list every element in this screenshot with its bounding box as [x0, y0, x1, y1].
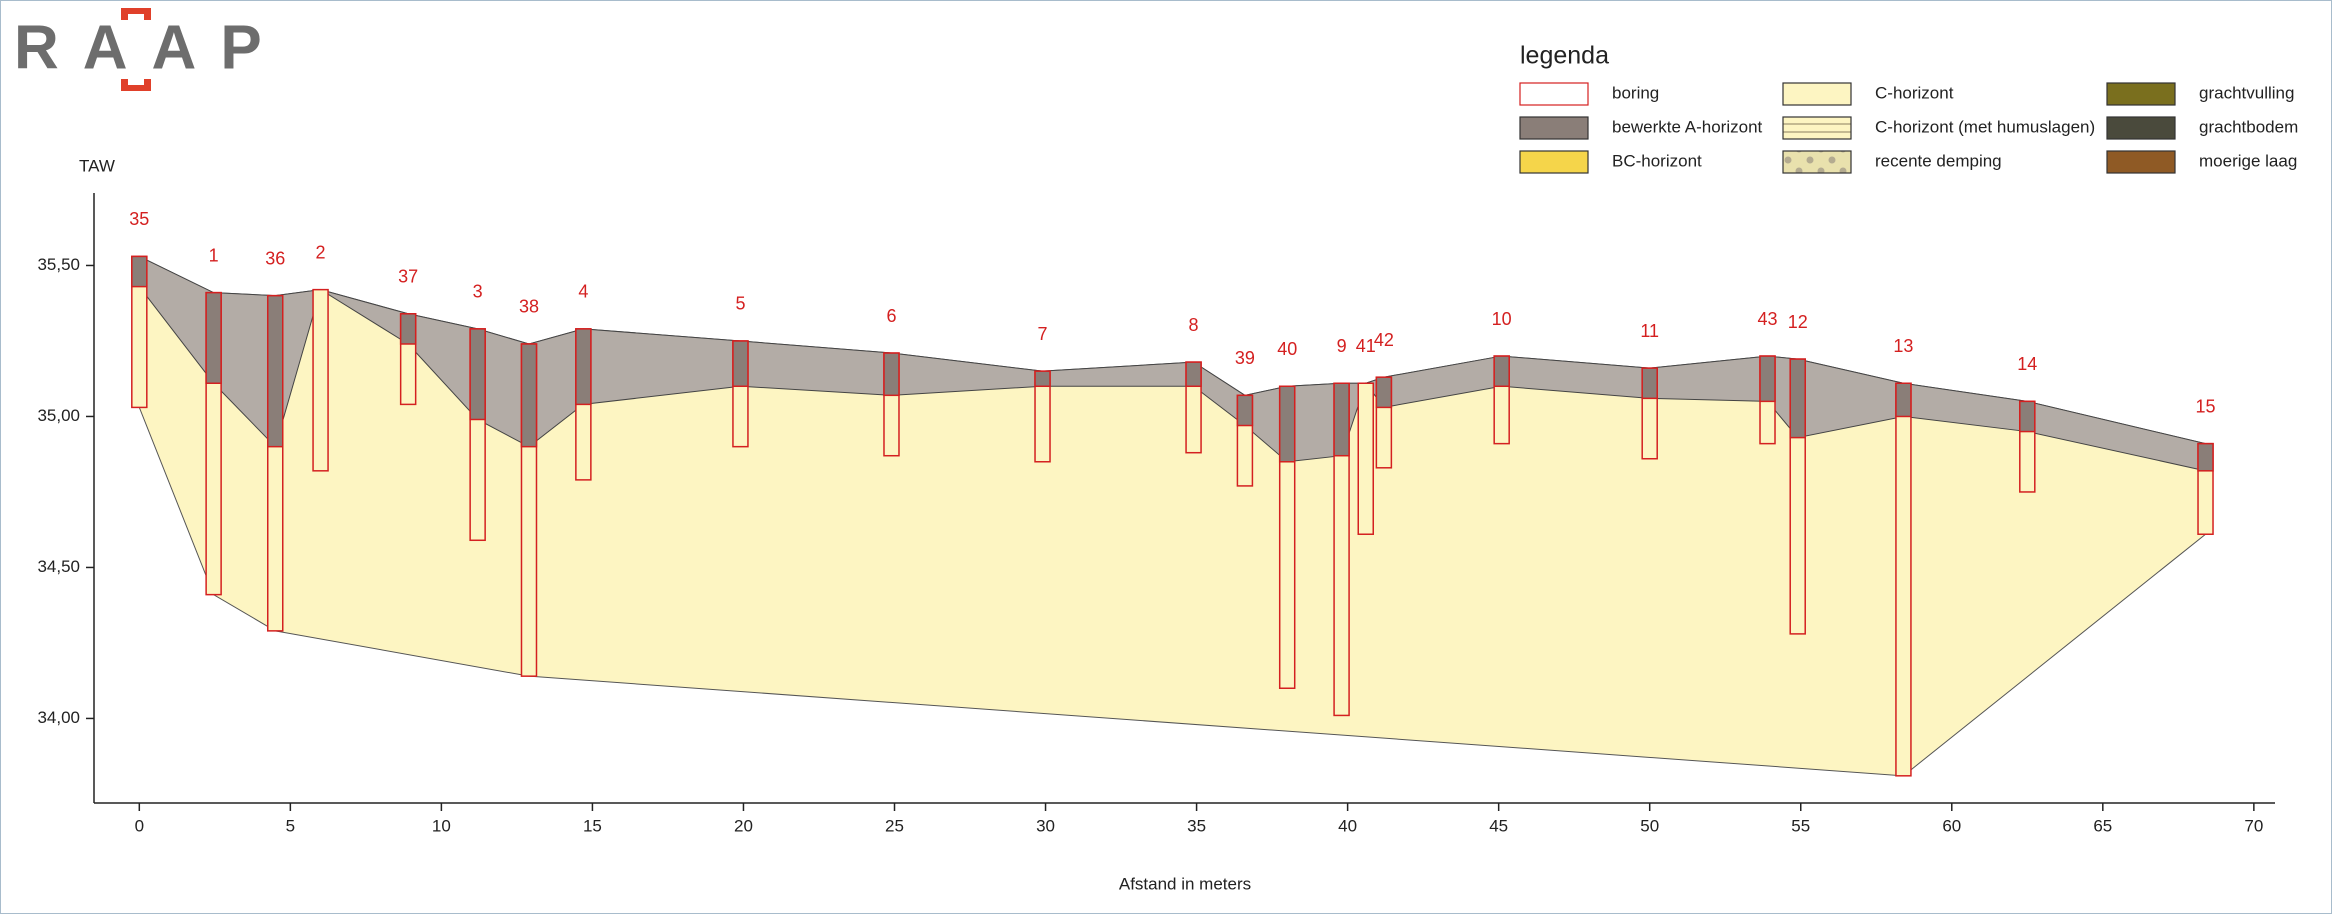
legend-swatch: [1520, 83, 1588, 105]
a-horizon-segment: [1642, 368, 1657, 398]
legend-swatch: [1783, 117, 1851, 139]
x-tick-label: 30: [1036, 816, 1055, 835]
y-tick-label: 34,00: [37, 708, 80, 727]
legend-label: C-horizont (met humuslagen): [1875, 117, 2095, 136]
a-horizon-segment: [1376, 377, 1391, 407]
boring-label: 10: [1492, 309, 1512, 329]
legend-label: C-horizont: [1875, 83, 1954, 102]
boring-label: 6: [886, 306, 896, 326]
a-horizon-segment: [132, 256, 147, 286]
y-tick-label: 35,50: [37, 255, 80, 274]
legend-label: recente demping: [1875, 151, 2002, 170]
legend-swatch: [2107, 117, 2175, 139]
boring-label: 36: [265, 248, 285, 268]
boring-label: 8: [1189, 315, 1199, 335]
a-horizon-segment: [1896, 383, 1911, 416]
x-tick-label: 20: [734, 816, 753, 835]
legend-title: legenda: [1520, 42, 1609, 70]
boring-label: 43: [1757, 309, 1777, 329]
x-tick-label: 60: [1942, 816, 1961, 835]
x-tick-label: 35: [1187, 816, 1206, 835]
a-horizon-segment: [2020, 401, 2035, 431]
legend-swatch: [1520, 117, 1588, 139]
boring-label: 4: [578, 282, 588, 302]
legend-swatch: [1520, 151, 1588, 173]
boring-label: 13: [1893, 336, 1913, 356]
legend-label: grachtbodem: [2199, 117, 2298, 136]
boring-label: 9: [1337, 336, 1347, 356]
boring-label: 3: [473, 282, 483, 302]
boring-label: 41: [1356, 336, 1376, 356]
x-tick-label: 70: [2244, 816, 2263, 835]
boring-label: 42: [1374, 330, 1394, 350]
boring-label: 35: [129, 209, 149, 229]
boring-label: 5: [735, 294, 745, 314]
boring-label: 37: [398, 267, 418, 287]
legend-label: boring: [1612, 83, 1659, 102]
a-horizon-segment: [1035, 371, 1050, 386]
boring: [1358, 383, 1373, 534]
legend-label: BC-horizont: [1612, 151, 1702, 170]
boring-label: 2: [316, 242, 326, 262]
legend-swatch: [2107, 151, 2175, 173]
boring-label: 38: [519, 297, 539, 317]
a-horizon-segment: [206, 293, 221, 384]
boring-label: 40: [1277, 339, 1297, 359]
a-horizon-segment: [1280, 386, 1295, 461]
x-tick-label: 65: [2093, 816, 2112, 835]
a-horizon-segment: [1186, 362, 1201, 386]
x-tick-label: 15: [583, 816, 602, 835]
x-axis-label: Afstand in meters: [1119, 874, 1251, 893]
y-tick-label: 34,50: [37, 557, 80, 576]
y-tick-label: 35,00: [37, 406, 80, 425]
x-tick-label: 25: [885, 816, 904, 835]
a-horizon-segment: [1334, 383, 1349, 455]
a-horizon-segment: [733, 341, 748, 386]
a-horizon-segment: [576, 329, 591, 404]
legend-swatch: [2107, 83, 2175, 105]
a-horizon-segment: [884, 353, 899, 395]
chart: RAAP TAW Afstand in meters legenda 35136…: [0, 0, 2332, 914]
a-horizon-segment: [1237, 395, 1252, 425]
legend-label: moerige laag: [2199, 151, 2297, 170]
a-horizon-segment: [1494, 356, 1509, 386]
boring-label: 39: [1235, 348, 1255, 368]
x-tick-label: 45: [1489, 816, 1508, 835]
legend-label: bewerkte A-horizont: [1612, 117, 1763, 136]
boring-label: 15: [2196, 396, 2216, 416]
y-axis-label: TAW: [79, 156, 115, 175]
boring: [313, 290, 328, 471]
x-tick-label: 55: [1791, 816, 1810, 835]
legend-label: grachtvulling: [2199, 83, 2294, 102]
a-horizon-segment: [521, 344, 536, 447]
x-tick-label: 5: [286, 816, 295, 835]
a-horizon-segment: [401, 314, 416, 344]
a-horizon-segment: [2198, 444, 2213, 471]
logo: RAAP: [14, 13, 286, 82]
x-tick-label: 0: [135, 816, 144, 835]
boring-label: 14: [2017, 354, 2037, 374]
x-tick-label: 40: [1338, 816, 1357, 835]
boring-label: 12: [1788, 312, 1808, 332]
boring: [1896, 383, 1911, 776]
a-horizon-segment: [470, 329, 485, 420]
x-tick-label: 10: [432, 816, 451, 835]
legend-swatch: [1783, 83, 1851, 105]
boring-label: 1: [209, 245, 219, 265]
a-horizon-segment: [1790, 359, 1805, 438]
x-tick-label: 50: [1640, 816, 1659, 835]
boring-label: 7: [1038, 324, 1048, 344]
legend-swatch: [1783, 151, 1851, 173]
boring-label: 11: [1640, 321, 1659, 341]
a-horizon-segment: [268, 296, 283, 447]
a-horizon-segment: [1760, 356, 1775, 401]
